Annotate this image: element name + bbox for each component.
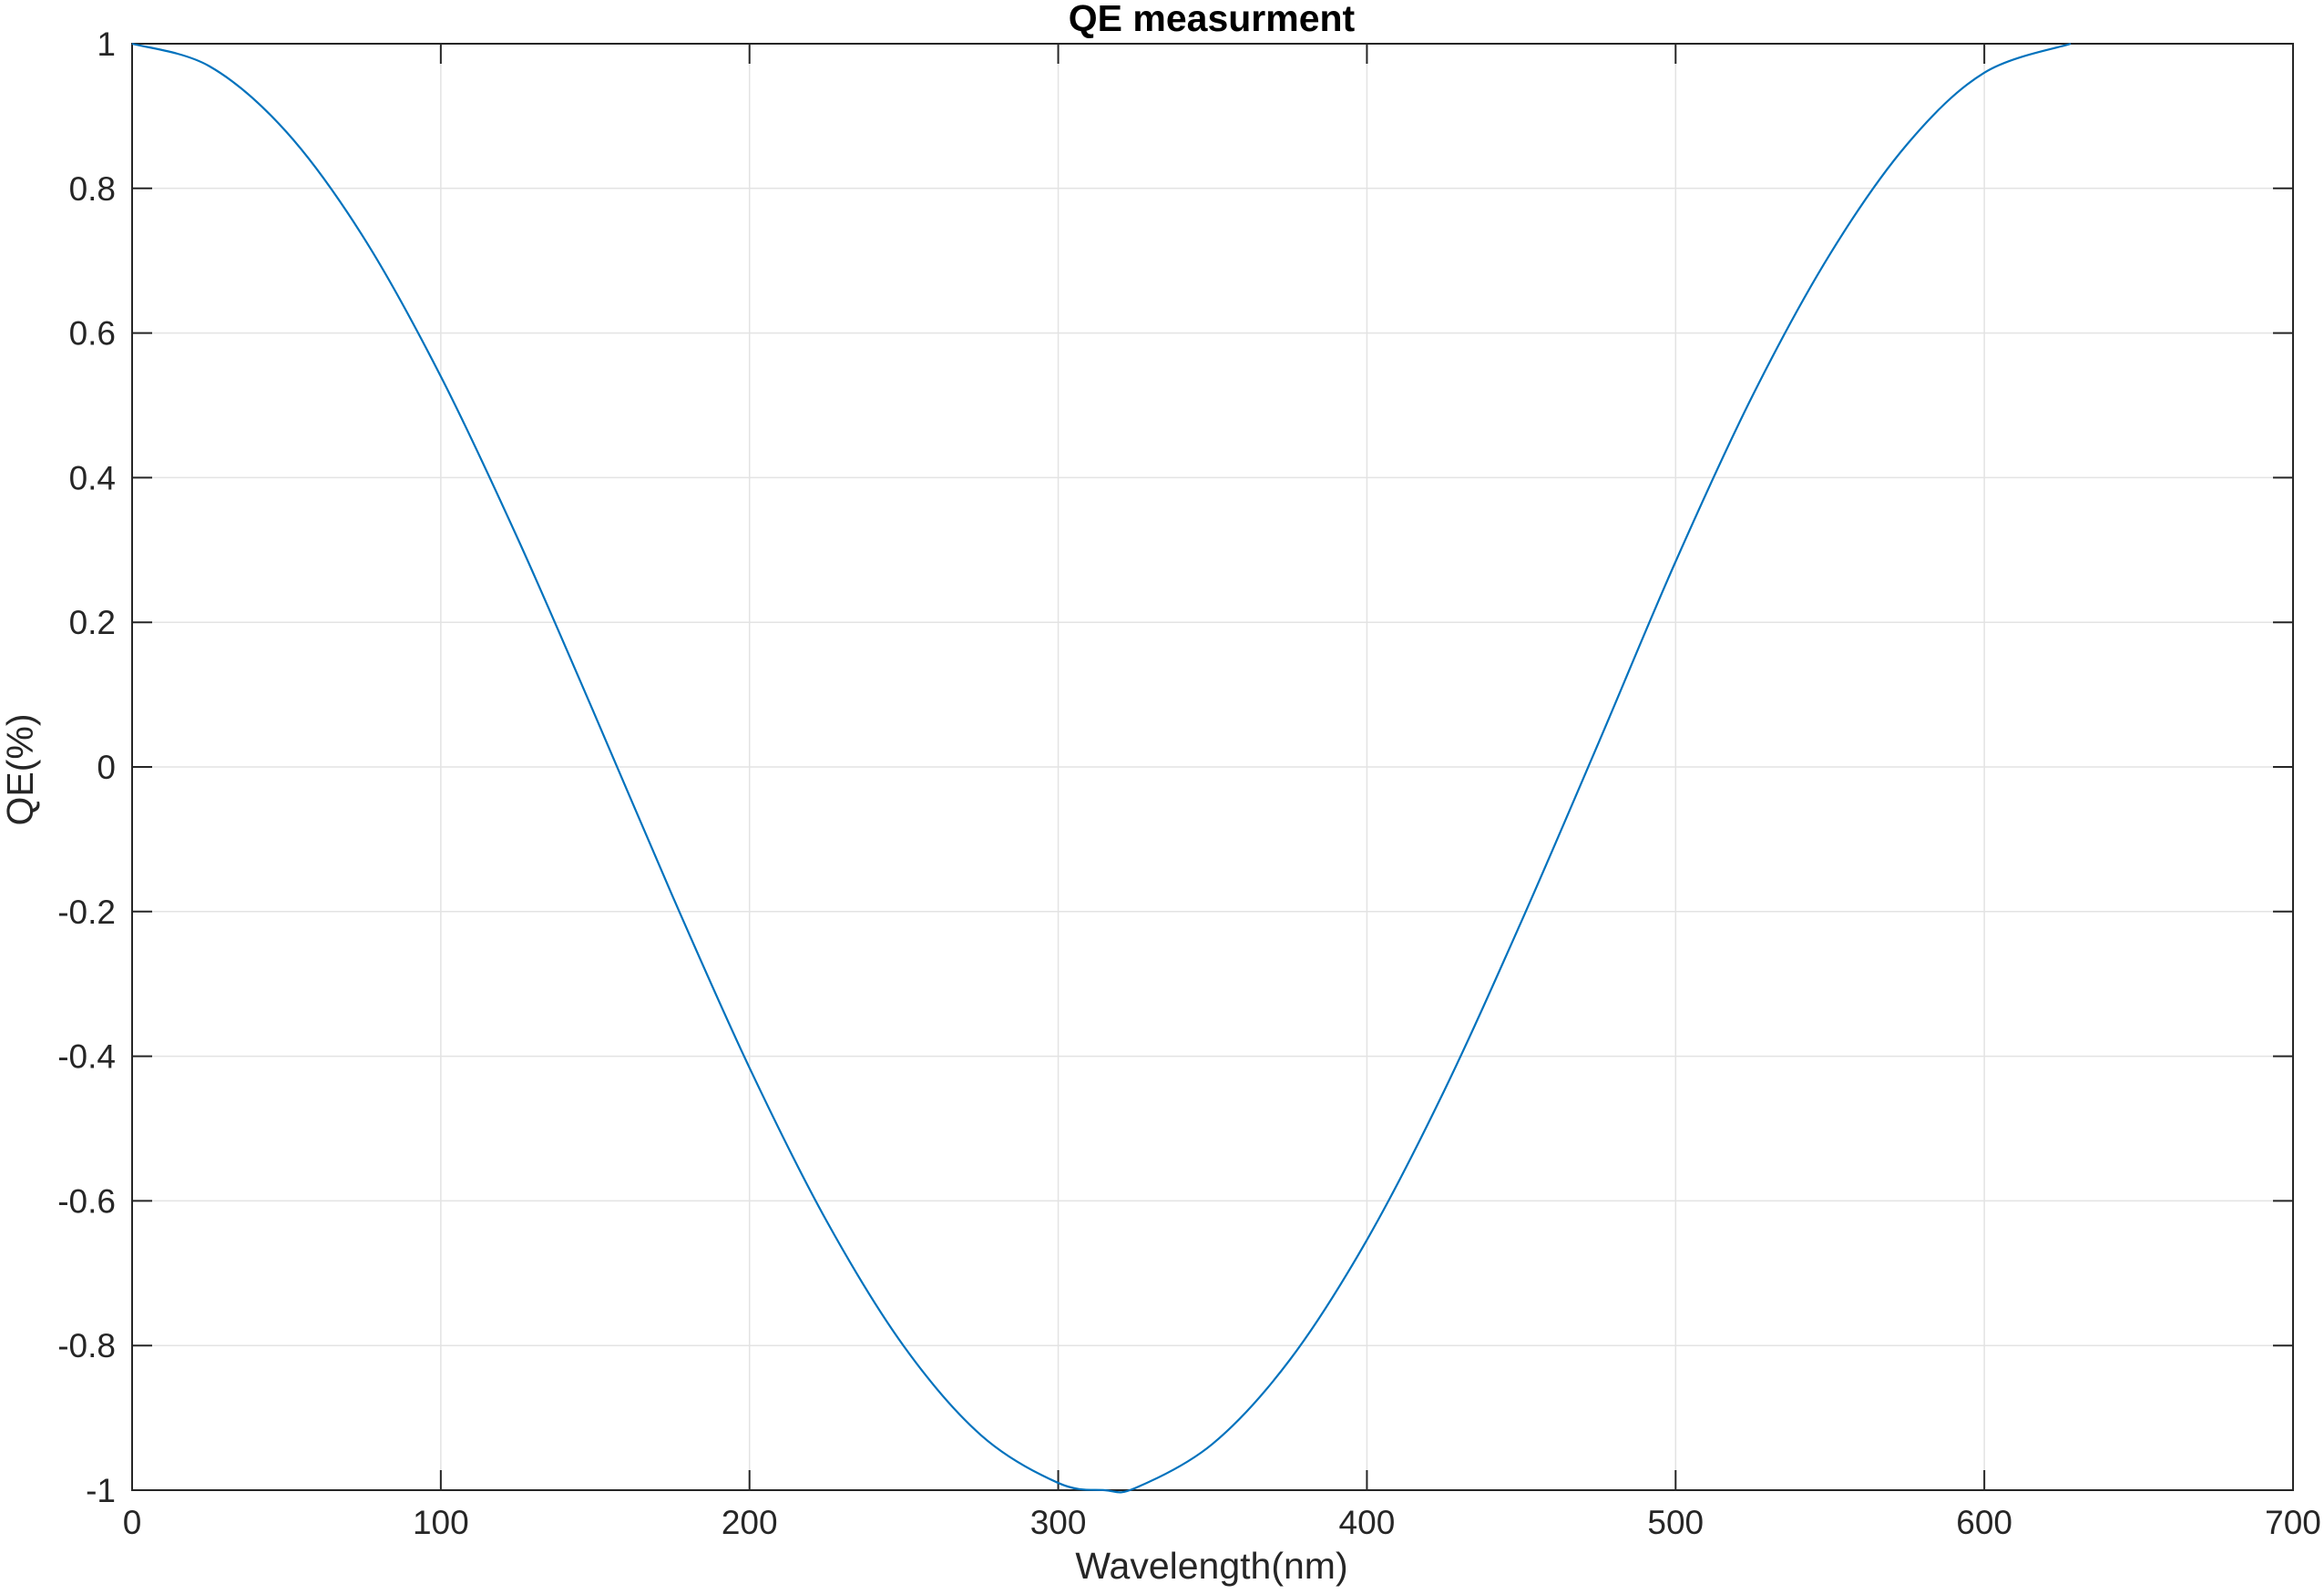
y-tick-label: -0.6 (57, 1182, 116, 1220)
grid (131, 43, 2294, 1491)
x-tick-label: 500 (1647, 1504, 1704, 1541)
x-tick-label: 300 (1030, 1504, 1087, 1541)
y-tick-label: -1 (86, 1472, 116, 1509)
y-tick-label: 0.4 (69, 459, 116, 496)
x-tick-label: 0 (123, 1504, 142, 1541)
x-tick-label: 600 (1956, 1504, 2012, 1541)
y-tick-label: 0 (97, 749, 116, 786)
y-tick-labels: 1 0.8 0.6 0.4 0.2 0 -0.2 -0.4 -0.6 -0.8 -1 (57, 26, 116, 1509)
x-tick-label: 200 (722, 1504, 778, 1541)
y-tick-label: -0.2 (57, 894, 116, 931)
series-layer (131, 42, 2072, 1494)
y-tick-label: -0.4 (57, 1038, 116, 1076)
chart-title: QE measurment (1069, 0, 1356, 39)
x-tick-labels: 0 100 200 300 400 500 600 700 (123, 1504, 2321, 1541)
series-line (131, 42, 2072, 1494)
x-tick-label: 400 (1339, 1504, 1396, 1541)
x-tick-label: 700 (2265, 1504, 2321, 1541)
y-tick-label: -0.8 (57, 1327, 116, 1364)
plot-frame (131, 43, 2294, 1491)
x-tick-label: 100 (413, 1504, 469, 1541)
axes (131, 43, 2294, 1491)
y-axis-label: QE(%) (0, 714, 41, 826)
y-tick-label: 0.6 (69, 315, 116, 353)
y-tick-label: 0.2 (69, 604, 116, 641)
y-tick-label: 0.8 (69, 170, 116, 208)
x-axis-label: Wavelength(nm) (1075, 1545, 1347, 1587)
y-tick-label: 1 (97, 26, 116, 63)
